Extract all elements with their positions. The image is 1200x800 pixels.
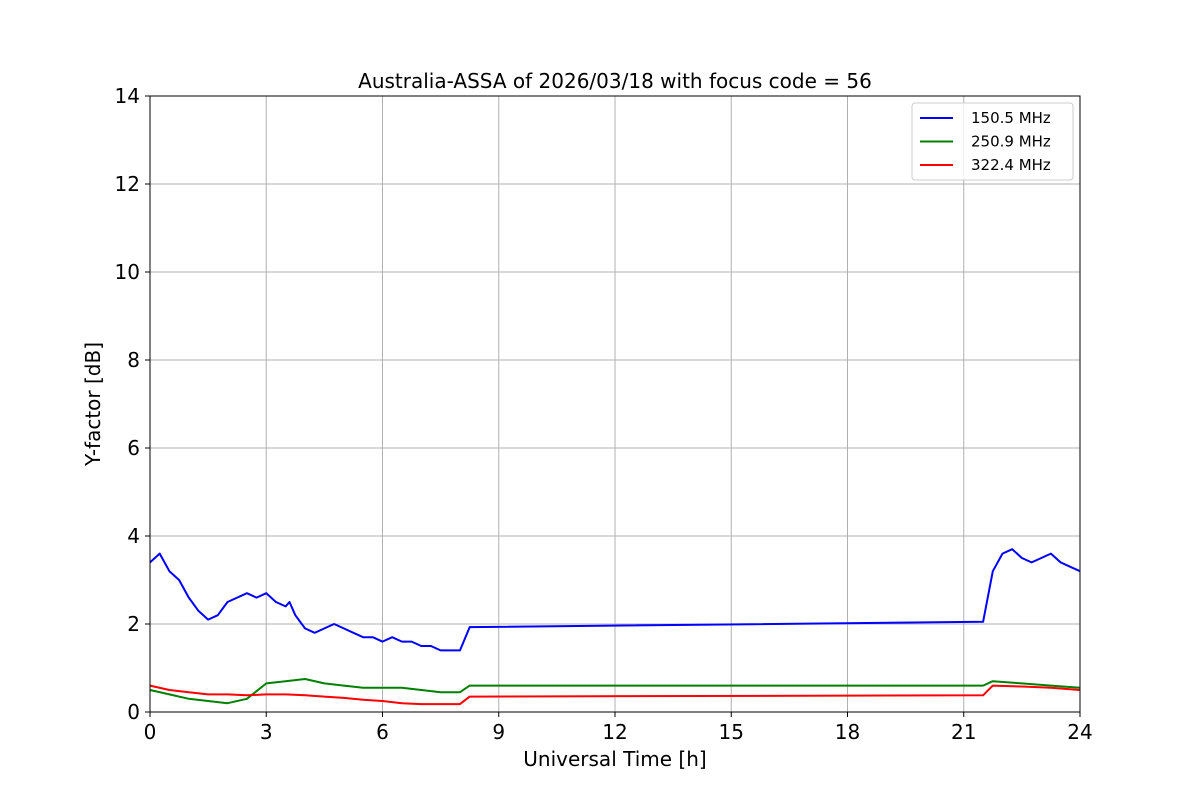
y-tick-label: 0 xyxy=(127,700,140,724)
y-tick-label: 10 xyxy=(115,260,140,284)
x-tick-label: 21 xyxy=(951,720,976,744)
x-tick-label: 6 xyxy=(376,720,389,744)
y-tick-label: 14 xyxy=(115,84,140,108)
series-layer xyxy=(149,548,1081,706)
chart-title: Australia-ASSA of 2026/03/18 with focus … xyxy=(358,69,872,93)
y-tick-label: 6 xyxy=(127,436,140,460)
x-axis-label: Universal Time [h] xyxy=(523,747,706,771)
x-tick-label: 18 xyxy=(835,720,860,744)
y-tick-label: 2 xyxy=(127,612,140,636)
x-tick-label: 24 xyxy=(1067,720,1092,744)
x-tick-label: 15 xyxy=(719,720,744,744)
x-tick-label: 12 xyxy=(602,720,627,744)
series-line-2 xyxy=(149,678,1081,705)
y-tick-label: 4 xyxy=(127,524,140,548)
y-tick-label: 8 xyxy=(127,348,140,372)
series-line-1 xyxy=(149,548,1081,652)
legend-label-2: 250.9 MHz xyxy=(971,133,1051,151)
x-tick-label: 9 xyxy=(492,720,505,744)
legend: 150.5 MHz 250.9 MHz 322.4 MHz xyxy=(911,102,1074,181)
x-tick-label: 3 xyxy=(260,720,273,744)
legend-label-1: 150.5 MHz xyxy=(971,109,1051,127)
legend-label-3: 322.4 MHz xyxy=(971,156,1051,174)
y-tick-label: 12 xyxy=(115,172,140,196)
legend-box xyxy=(911,102,1074,181)
x-tick-label: 0 xyxy=(144,720,157,744)
y-axis-label: Y-factor [dB] xyxy=(81,342,105,467)
series-line-3 xyxy=(149,684,1081,706)
